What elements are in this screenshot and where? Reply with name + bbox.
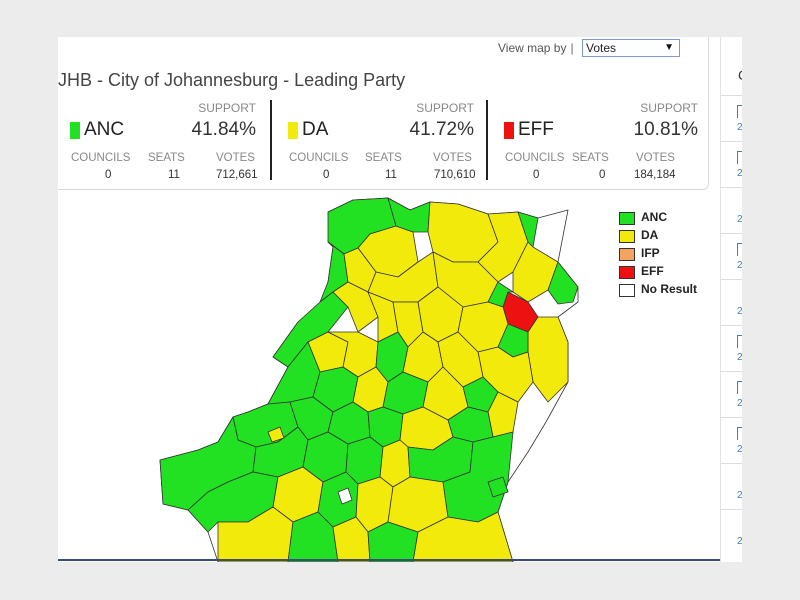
party-color-swatch <box>288 122 298 139</box>
councils-header: COUNCILS <box>505 152 565 164</box>
councils-value: 0 <box>323 169 330 181</box>
councils-value: 0 <box>105 169 112 181</box>
party-summary-anc: SUPPORT ANC 41.84% COUNCILS SEATS VOTES … <box>58 97 263 187</box>
seats-value: 11 <box>168 169 180 181</box>
legend-label: ANC <box>641 210 667 224</box>
side-list-divider <box>721 187 742 188</box>
ward-region[interactable] <box>487 476 509 498</box>
seats-header: SEATS <box>365 152 402 164</box>
legend-swatch <box>619 212 635 225</box>
view-by-separator: | <box>570 41 574 55</box>
party-color-swatch <box>504 122 514 139</box>
side-list-item[interactable]: 2 <box>737 444 742 455</box>
bracket-icon <box>737 243 742 256</box>
bracket-icon <box>737 151 742 164</box>
support-label: SUPPORT <box>640 101 698 115</box>
side-list-divider <box>721 279 742 280</box>
side-list-divider <box>721 463 742 464</box>
side-list-divider <box>721 371 742 372</box>
side-list-item[interactable]: 2 <box>737 122 742 133</box>
legend-label: DA <box>641 228 659 242</box>
side-list-caption: C <box>738 67 742 83</box>
ward-region[interactable] <box>345 436 384 485</box>
bracket-icon <box>737 427 742 440</box>
party-divider <box>486 100 488 180</box>
side-list-divider <box>721 233 742 234</box>
view-by-selected-value: Votes <box>586 41 617 55</box>
votes-header: VOTES <box>216 152 255 164</box>
bracket-icon <box>737 381 742 394</box>
votes-value: 710,610 <box>434 169 476 181</box>
side-list-item[interactable]: 2 <box>737 536 742 547</box>
side-list-item[interactable]: 2 <box>737 260 742 271</box>
side-list-divider <box>721 141 742 142</box>
councils-value: 0 <box>533 169 540 181</box>
support-label: SUPPORT <box>198 101 256 115</box>
results-page: View map by | Votes ▼ JHB - City of Johan… <box>58 37 742 562</box>
party-name: ANC <box>84 119 125 140</box>
legend-swatch <box>619 284 635 297</box>
side-list-item[interactable]: 2 <box>737 168 742 179</box>
party-divider <box>270 100 272 180</box>
seats-header: SEATS <box>148 152 185 164</box>
party-support: 10.81% <box>633 119 698 140</box>
ward-map[interactable] <box>58 192 720 562</box>
support-label: SUPPORT <box>416 101 474 115</box>
side-list-item[interactable]: 2 <box>737 398 742 409</box>
results-panel: View map by | Votes ▼ JHB - City of Johan… <box>58 37 709 190</box>
side-list-item[interactable]: 2 <box>737 214 742 225</box>
side-list-divider <box>721 95 742 96</box>
votes-header: VOTES <box>433 152 472 164</box>
ward-region[interactable] <box>412 511 514 562</box>
legend-swatch <box>619 248 635 261</box>
bracket-icon <box>737 335 742 348</box>
view-by-label: View map by <box>498 41 567 55</box>
ward-map-svg[interactable] <box>58 192 720 562</box>
legend-label: IFP <box>641 246 660 260</box>
legend-label: EFF <box>641 264 664 278</box>
seats-header: SEATS <box>572 152 609 164</box>
party-summary-eff: SUPPORT EFF 10.81% COUNCILS SEATS VOTES … <box>492 97 702 187</box>
legend-label: No Result <box>641 282 698 296</box>
page-title: JHB - City of Johannesburg - Leading Par… <box>58 70 406 90</box>
ward-region[interactable] <box>512 241 559 303</box>
councils-header: COUNCILS <box>289 152 349 164</box>
side-list-divider <box>721 417 742 418</box>
side-list-divider <box>721 509 742 510</box>
ward-region[interactable] <box>487 281 514 308</box>
votes-value: 712,661 <box>216 169 258 181</box>
view-by-select[interactable]: Votes ▼ <box>582 39 680 57</box>
side-list-item[interactable]: 2 <box>737 306 742 317</box>
votes-value: 184,184 <box>634 169 676 181</box>
ward-region[interactable] <box>267 426 285 443</box>
seats-value: 0 <box>599 169 606 181</box>
seats-value: 11 <box>385 169 397 181</box>
bracket-icon <box>737 105 742 118</box>
dropdown-arrow-icon: ▼ <box>664 42 674 53</box>
side-list: C 2 2 2 2 2 2 2 2 2 2 <box>720 37 742 562</box>
ward-region[interactable] <box>337 487 353 505</box>
ward-region[interactable] <box>547 261 579 305</box>
legend-swatch <box>619 230 635 243</box>
side-list-item[interactable]: 2 <box>737 352 742 363</box>
bottom-border <box>58 559 720 561</box>
side-list-divider <box>721 325 742 326</box>
councils-header: COUNCILS <box>71 152 131 164</box>
votes-header: VOTES <box>636 152 675 164</box>
party-name: DA <box>302 119 329 140</box>
party-summary-da: SUPPORT DA 41.72% COUNCILS SEATS VOTES 0… <box>276 97 481 187</box>
party-name: EFF <box>518 119 554 140</box>
side-list-item[interactable]: 2 <box>737 490 742 501</box>
party-support: 41.84% <box>191 119 256 140</box>
party-color-swatch <box>70 122 80 139</box>
party-support: 41.72% <box>409 119 474 140</box>
view-by-control: View map by | <box>498 41 578 55</box>
legend-swatch <box>619 266 635 279</box>
